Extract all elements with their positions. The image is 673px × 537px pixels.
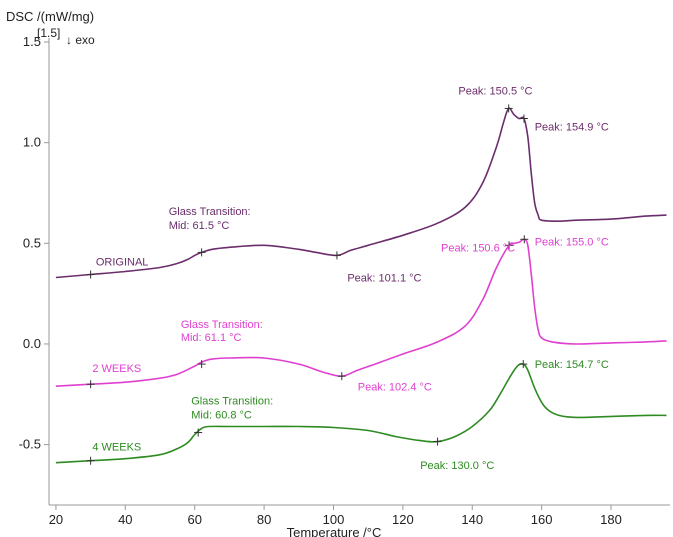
exo-label: ↓ exo [66, 33, 95, 47]
point-marker [194, 428, 203, 437]
y-tick-label: 0.0 [23, 336, 41, 351]
y-axis-sublabel: [1.5] [37, 26, 60, 40]
y-tick-label: 1.5 [23, 34, 41, 49]
annotation-label: Mid: 61.1 °C [181, 332, 242, 344]
x-ticks: 20 40 60 80 100 120 140 160 180 [49, 505, 622, 527]
series-4-weeks [55, 360, 667, 465]
point-marker [337, 372, 346, 381]
y-ticks: 1.5 1.0 0.5 0.0 -0.5 [19, 34, 49, 452]
point-marker [433, 437, 442, 446]
point-marker [197, 360, 206, 369]
point-marker [520, 235, 529, 244]
annotation-label: ORIGINAL [96, 256, 149, 268]
point-marker [86, 270, 95, 279]
annotation-label: Mid: 60.8 °C [191, 409, 252, 421]
annotation-label: Glass Transition: [191, 395, 273, 407]
y-tick-label: 0.5 [23, 235, 41, 250]
annotation-label: Peak: 154.7 °C [535, 359, 609, 371]
annotation-label: Peak: 101.1 °C [347, 273, 421, 285]
point-marker [197, 248, 206, 257]
x-tick-label: 20 [49, 512, 63, 527]
annotation-label: Peak: 150.6 °C [441, 242, 515, 254]
series-layer [55, 104, 667, 465]
series-2-weeks [55, 235, 667, 389]
annotation-label: Mid: 61.5 °C [169, 220, 230, 232]
x-tick-label: 180 [600, 512, 622, 527]
annotation-label: Peak: 155.0 °C [535, 236, 609, 248]
annotation-layer: ORIGINAL Glass Transition: Mid: 61.5 °C Pea… [92, 85, 608, 471]
x-tick-label: 140 [461, 512, 483, 527]
point-marker [332, 251, 341, 260]
annotation-label: Peak: 150.5 °C [458, 85, 532, 97]
point-marker [86, 380, 95, 389]
x-tick-label: 80 [257, 512, 271, 527]
x-tick-label: 120 [392, 512, 414, 527]
x-axis-label: Temperature /°C [287, 525, 382, 537]
annotation-label: Peak: 102.4 °C [358, 381, 432, 393]
x-tick-label: 160 [531, 512, 553, 527]
point-marker [519, 360, 528, 369]
series-line [55, 107, 667, 279]
annotation-label: Glass Transition: [169, 206, 251, 218]
y-tick-label: 1.0 [23, 135, 41, 150]
annotation-label: 4 WEEKS [92, 442, 141, 454]
y-tick-label: -0.5 [19, 437, 41, 452]
axes: 1.5 1.0 0.5 0.0 -0.5 20 40 60 80 100 120 140 160 180 [19, 34, 670, 527]
annotation-label: Peak: 130.0 °C [420, 460, 494, 472]
x-tick-label: 40 [118, 512, 132, 527]
x-tick-label: 60 [187, 512, 201, 527]
point-marker [86, 456, 95, 465]
point-marker [519, 114, 528, 123]
x-tick-label: 100 [323, 512, 345, 527]
point-marker [504, 104, 513, 113]
annotation-label: Peak: 154.9 °C [535, 122, 609, 134]
point-marker [505, 241, 514, 250]
y-axis-label: DSC /(mW/mg) [6, 9, 94, 24]
annotation-label: Glass Transition: [181, 319, 263, 331]
series-original [55, 104, 667, 279]
annotation-label: 2 WEEKS [92, 363, 141, 375]
series-line [55, 363, 667, 464]
